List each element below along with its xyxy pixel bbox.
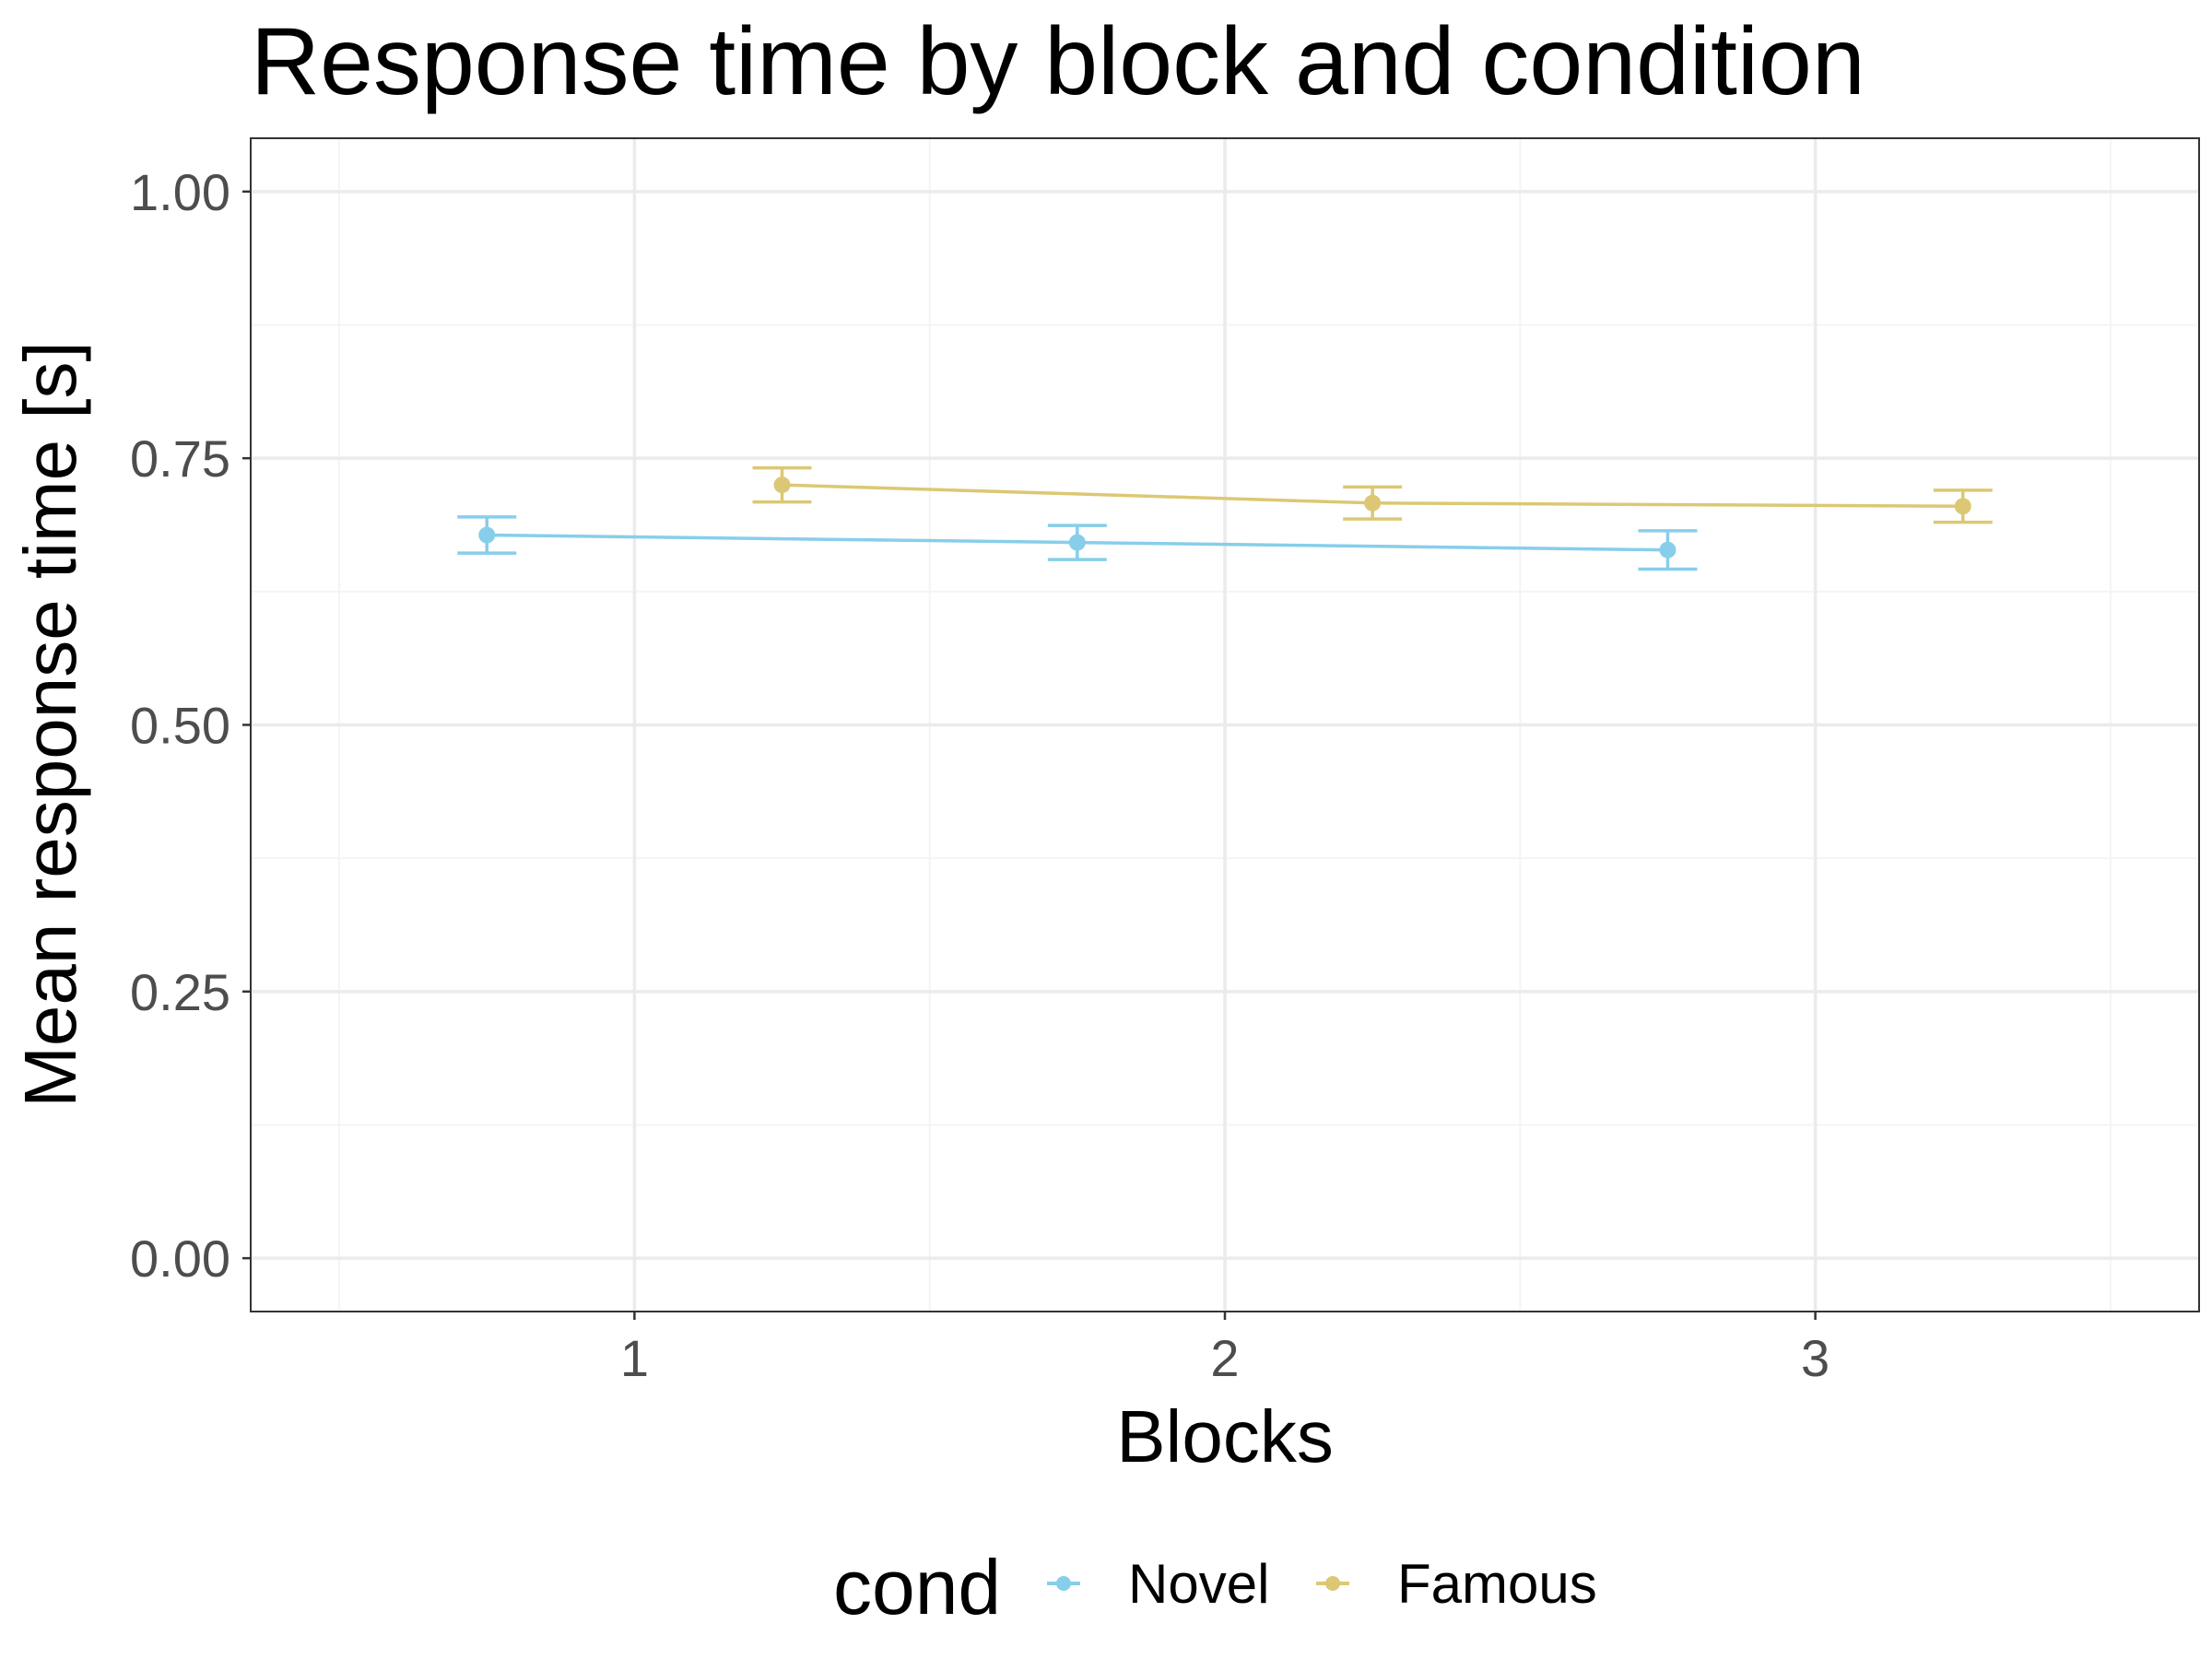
legend-key-famous-point [1325, 1576, 1340, 1591]
data-point-novel [1068, 534, 1086, 551]
y-axis: 0.00 0.25 0.50 0.75 1.00 [130, 163, 251, 1288]
legend: cond Novel Famous [833, 1544, 1597, 1630]
data-point-famous [1364, 494, 1382, 512]
legend-label-famous: Famous [1397, 1553, 1597, 1615]
grid [251, 138, 2199, 1312]
y-tick-label: 0.50 [130, 697, 230, 755]
x-tick-label: 2 [1210, 1329, 1239, 1387]
chart-title: Response time by block and condition [251, 8, 1865, 115]
series-famous [752, 465, 1993, 524]
data-point-novel [478, 526, 496, 544]
legend-label-novel: Novel [1128, 1553, 1269, 1615]
y-tick-label: 0.25 [130, 963, 230, 1021]
series-layer [457, 465, 1993, 571]
legend-key-novel-point [1056, 1576, 1071, 1591]
data-point-famous [773, 477, 791, 494]
y-axis-title: Mean response time [s] [9, 341, 91, 1107]
data-point-famous [1954, 498, 1971, 515]
x-axis-title: Blocks [1116, 1395, 1334, 1477]
legend-title: cond [833, 1544, 1001, 1630]
y-tick-label: 0.75 [130, 429, 230, 488]
series-novel [457, 515, 1698, 571]
x-axis: 1 2 3 [620, 1312, 1830, 1387]
legend-item-novel: Novel [1047, 1553, 1269, 1615]
legend-item-famous: Famous [1316, 1553, 1597, 1615]
data-point-novel [1659, 541, 1677, 559]
y-tick-label: 1.00 [130, 163, 230, 221]
x-tick-label: 3 [1801, 1329, 1830, 1387]
x-tick-label: 1 [620, 1329, 649, 1387]
y-tick-label: 0.00 [130, 1230, 230, 1288]
